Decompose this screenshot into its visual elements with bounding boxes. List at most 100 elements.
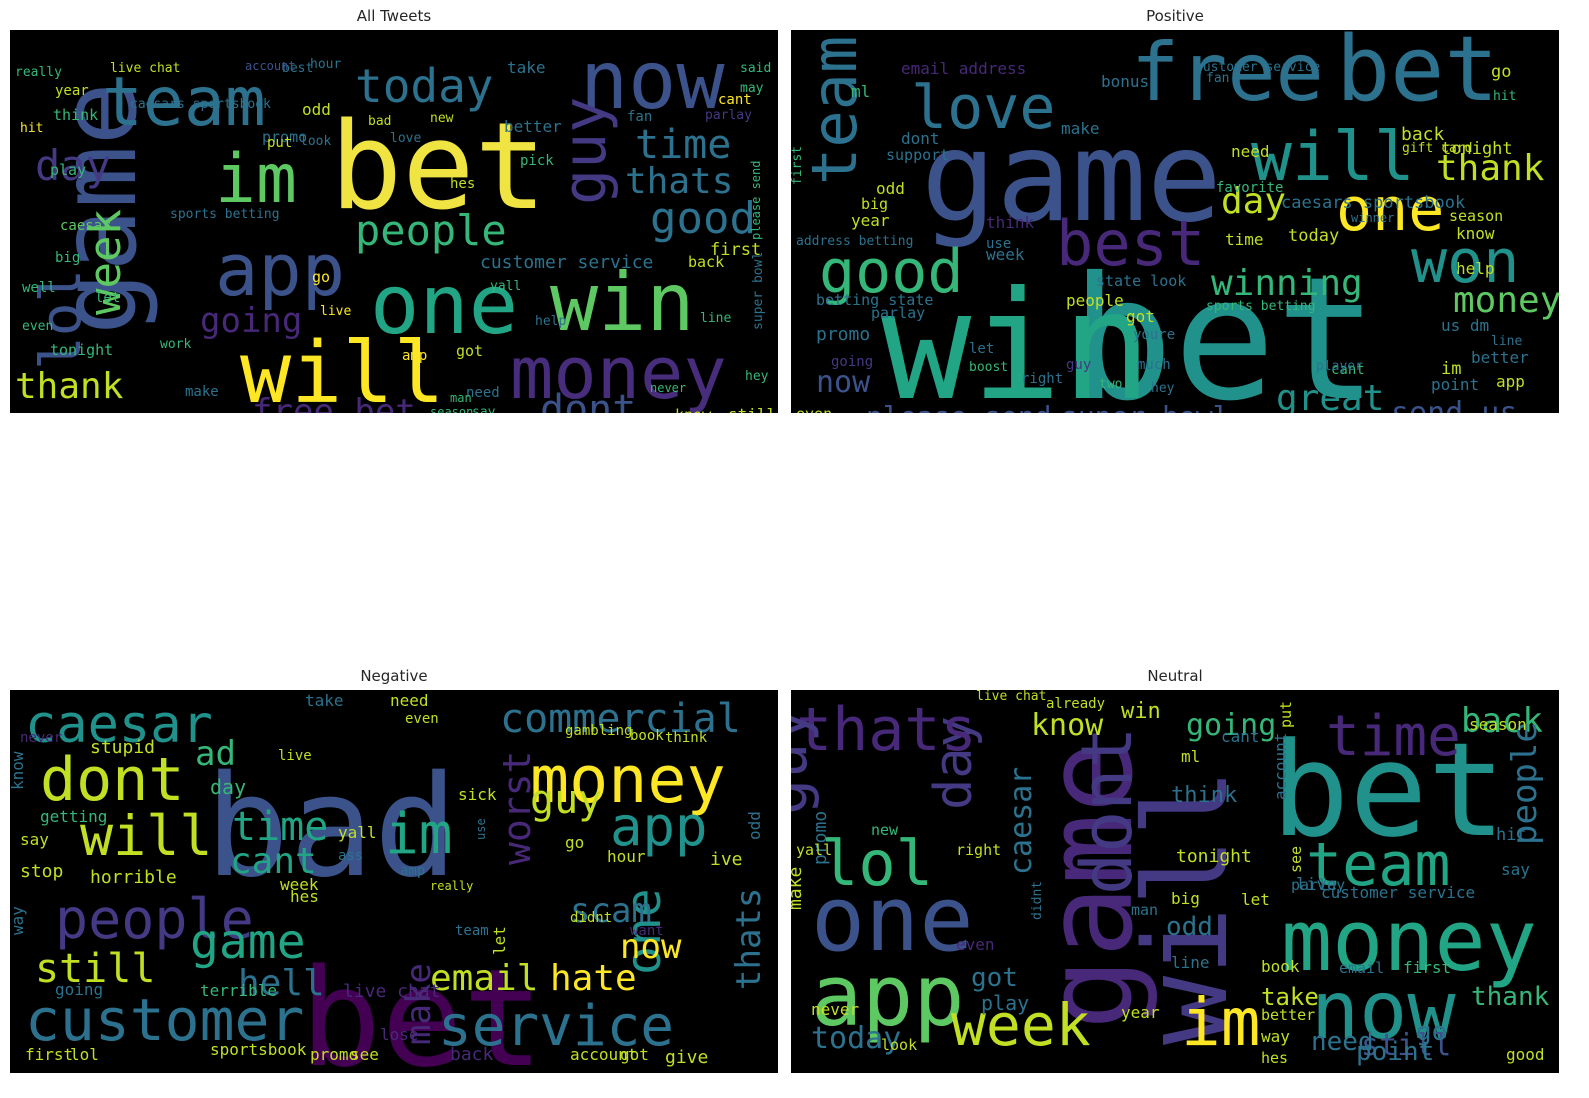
word-thank: thank: [15, 366, 124, 407]
word-season: season: [1469, 715, 1527, 734]
word-address-betting: address betting: [796, 234, 913, 249]
word-now: now: [1311, 964, 1456, 1057]
word-man: man: [1131, 901, 1158, 919]
word-getting: getting: [40, 807, 107, 826]
word-going: going: [200, 301, 302, 341]
word-parlay: parlay: [1291, 876, 1345, 894]
word-email-address: email address: [901, 59, 1026, 78]
word-support: support: [886, 146, 949, 164]
word-let: let: [490, 926, 509, 955]
word-back: back: [1461, 701, 1543, 741]
word-winner: winner: [1351, 211, 1394, 225]
word-betting-state: betting state: [816, 291, 933, 309]
word-live-chat: live chat: [976, 690, 1046, 704]
word-point: point: [1431, 375, 1479, 394]
word-take: take: [507, 58, 546, 77]
word-money: money: [510, 331, 727, 413]
word-thats: thats: [625, 161, 733, 202]
word-game: game: [921, 105, 1222, 250]
word-free-bet: free bet: [252, 392, 416, 413]
word-ml: ml: [1181, 747, 1200, 766]
word-know: know: [675, 406, 712, 413]
word-day: day: [210, 775, 246, 799]
word-time: time: [232, 804, 328, 850]
word-day: day: [924, 716, 984, 810]
wordcloud-negative: bad bet caesar money dont will commercial app im…: [10, 690, 778, 1073]
word-going: going: [55, 980, 103, 999]
word-yall: yall: [490, 279, 521, 294]
word-first: first: [710, 240, 761, 260]
word-first: first: [1403, 958, 1451, 977]
word-customer-service: customer service: [480, 252, 653, 273]
word-team: team: [455, 923, 489, 939]
word-good: good: [1506, 1045, 1545, 1064]
word-first: first: [791, 146, 805, 185]
wordcloud-all-tweets: bet game now team will one win money app im guy lol…: [10, 30, 778, 413]
word-thank: thank: [1471, 982, 1550, 1012]
word-got: got: [971, 963, 1018, 993]
word-even: even: [796, 405, 832, 413]
word-email: email: [430, 958, 538, 999]
word-know: know: [10, 751, 27, 790]
word-think: think: [1171, 783, 1237, 808]
word-better: better: [1261, 1006, 1315, 1024]
word-team: team: [798, 36, 871, 185]
word-week: week: [80, 209, 131, 315]
word-sports-betting: sports betting: [170, 207, 280, 222]
word-right: right: [1021, 371, 1063, 387]
word-account: account: [245, 59, 296, 73]
word-amp: amp: [402, 348, 427, 364]
word-bad: bad: [205, 746, 458, 909]
word-player: player: [1316, 359, 1363, 374]
word-line: line: [700, 311, 731, 326]
word-use: use: [986, 236, 1011, 252]
word-worst: worst: [495, 751, 539, 865]
word-put: put: [1277, 701, 1295, 728]
word-man: man: [450, 391, 472, 405]
word-im: im: [1181, 984, 1260, 1061]
word-send-us: send us: [1391, 396, 1517, 413]
word-money: money: [530, 743, 726, 818]
word-best: best: [282, 61, 313, 76]
word-gift-card: gift card: [1402, 141, 1472, 156]
word-make: make: [1061, 119, 1100, 138]
word-let: let: [969, 341, 994, 357]
word-super-bowl: super bowl: [751, 252, 766, 330]
word-today: today: [1288, 226, 1339, 246]
word-im: im: [215, 140, 297, 219]
word-see: see: [350, 1045, 379, 1064]
word-never: never: [20, 730, 62, 746]
word-make: make: [185, 384, 219, 400]
word-never: never: [650, 381, 686, 395]
word-line: line: [1491, 334, 1522, 349]
word-hes: hes: [450, 176, 475, 192]
word-sportsbook: sportsbook: [210, 1040, 307, 1059]
word-dont: dont: [901, 129, 940, 148]
word-got: got: [1126, 307, 1155, 326]
word-look: look: [300, 134, 331, 149]
word-people: people: [355, 206, 507, 255]
word-time: time: [1225, 230, 1264, 249]
word-will: will: [1251, 118, 1415, 197]
word-thats: thats: [796, 695, 977, 765]
word-best: best: [1056, 207, 1205, 280]
word-even: even: [956, 935, 995, 954]
word-right: right: [956, 841, 1001, 859]
word-guy: guy: [550, 97, 620, 205]
word-new: new: [1191, 411, 1213, 413]
panel-title-all-tweets: All Tweets: [356, 7, 432, 25]
word-need: need: [1311, 1027, 1374, 1057]
word-hate: hate: [550, 958, 637, 999]
word-people: people: [1066, 291, 1124, 310]
word-book: book: [1261, 957, 1300, 976]
word-still: still: [728, 405, 776, 413]
word-cant: cant: [718, 92, 752, 108]
word-play: play: [981, 991, 1029, 1015]
word-dont: dont: [540, 387, 636, 413]
word-let: let: [95, 290, 120, 306]
word-customer-service: customer service: [1195, 60, 1320, 75]
word-caesars-sportsbook: caesars sportsbook: [1281, 193, 1465, 213]
word-bet: bet: [1271, 714, 1506, 866]
